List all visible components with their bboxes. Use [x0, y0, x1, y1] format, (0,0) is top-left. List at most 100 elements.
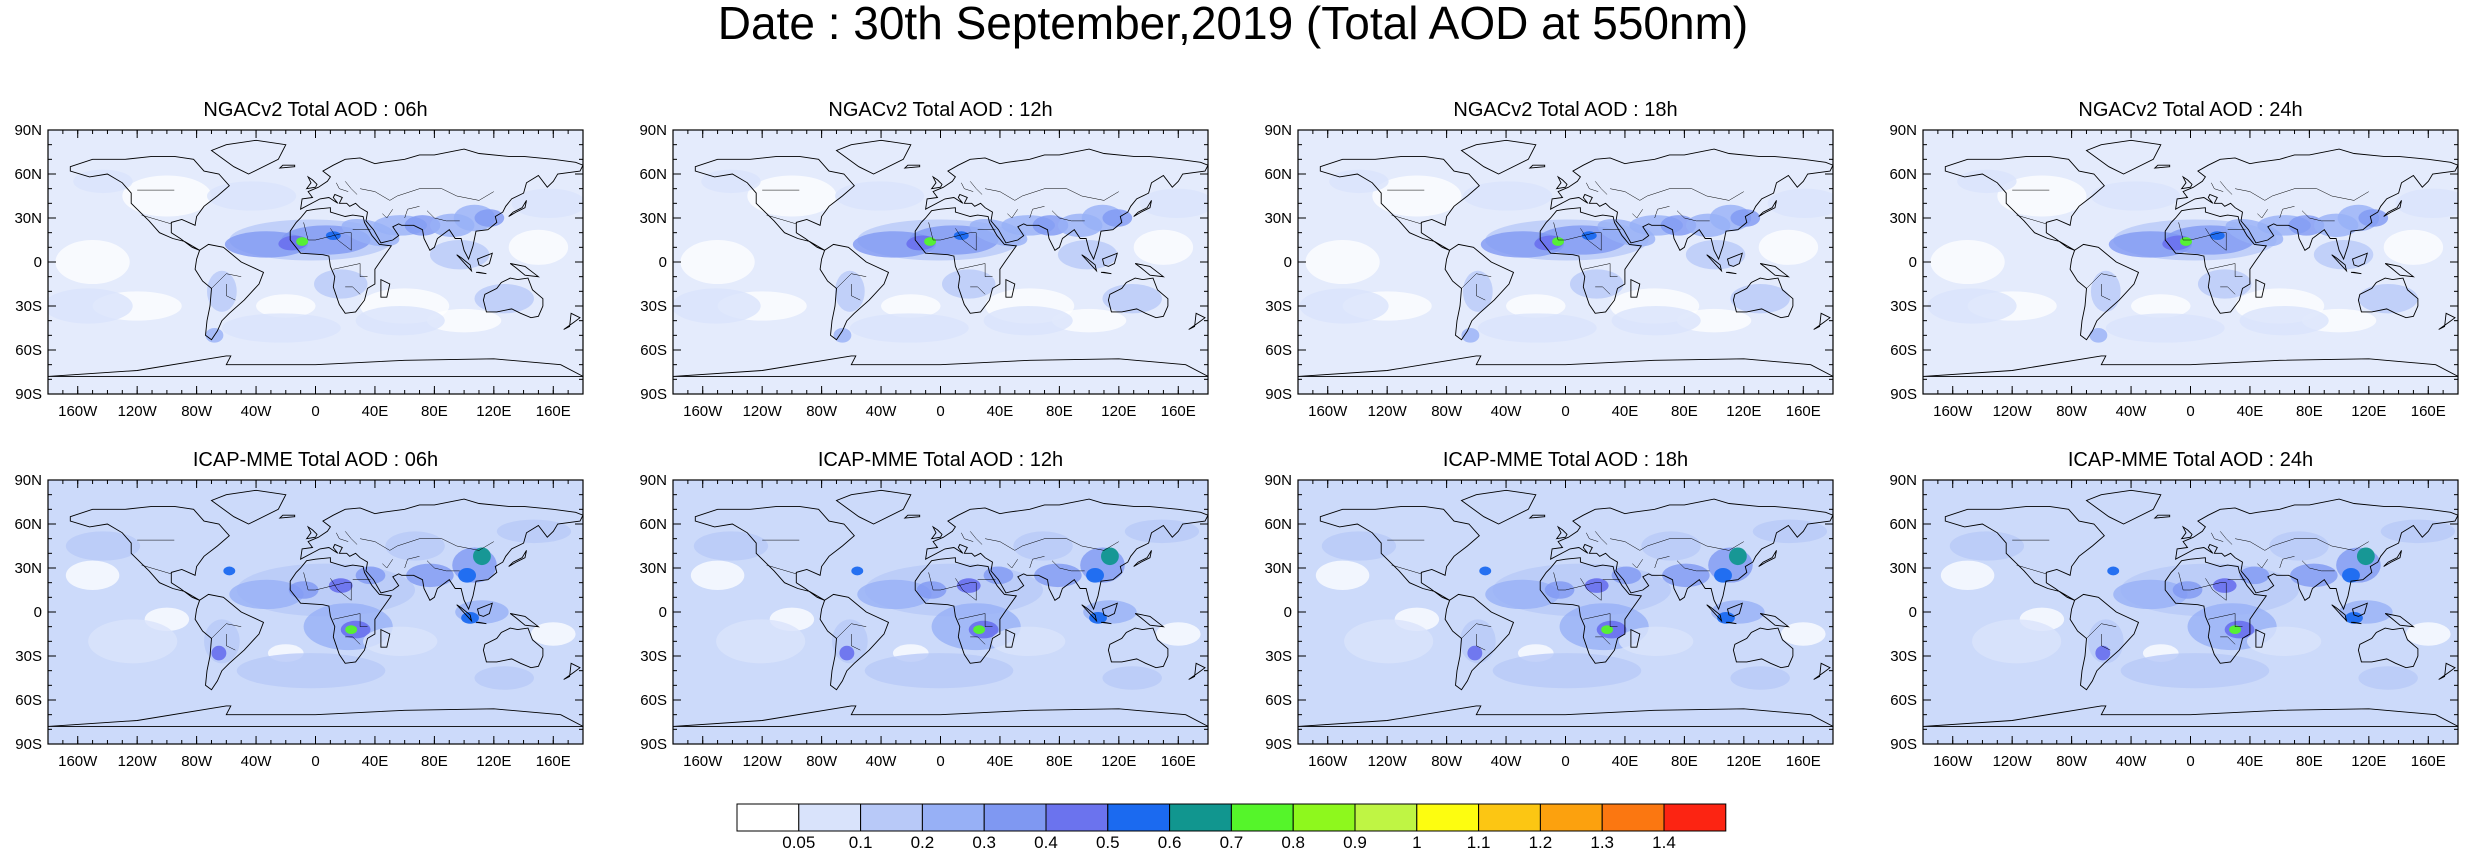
- coastline: [1101, 602, 1118, 617]
- coastline: [305, 175, 318, 190]
- panel-title: NGACv2 Total AOD : 06h: [203, 99, 427, 121]
- lat-tick-label: 60S: [1890, 692, 1917, 709]
- aod-feature: [1344, 619, 1434, 664]
- coastline: [1539, 557, 1643, 664]
- country-border: [1007, 559, 1019, 569]
- lon-tick-label: 40W: [866, 403, 898, 420]
- country-border: [1553, 572, 1566, 591]
- aod-feature: [404, 215, 441, 236]
- country-border: [426, 560, 460, 572]
- coastline: [1758, 200, 1777, 217]
- coastline: [482, 627, 544, 669]
- lat-tick-label: 30N: [1264, 210, 1292, 227]
- colorbar-label: 0.8: [1281, 833, 1305, 852]
- country-border: [141, 564, 172, 575]
- map-panel-3: NGACv2 Total AOD : 18h 90N 60N 30N 0 30S 60S 90…: [1264, 99, 1834, 420]
- country-border: [985, 538, 1119, 551]
- coastline: [1107, 627, 1169, 669]
- country-border: [2220, 286, 2236, 295]
- aod-feature: [1329, 169, 1389, 194]
- coastline: [380, 628, 391, 648]
- country-border: [2220, 531, 2233, 545]
- aod-feature: [2105, 313, 2225, 343]
- coastline: [1759, 613, 1790, 628]
- aod-feature: [1479, 566, 1492, 576]
- aod-feature: [314, 269, 368, 299]
- coastline: [819, 593, 890, 691]
- coastline: [1706, 604, 1723, 623]
- lon-tick-label: 160E: [2411, 403, 2446, 420]
- lon-tick-label: 120W: [1368, 753, 1408, 770]
- aod-feature: [2290, 563, 2338, 588]
- aod-feature: [1957, 169, 2017, 194]
- aod-feature: [2246, 626, 2322, 656]
- aod-feature: [2358, 666, 2418, 690]
- coastline: [289, 557, 393, 664]
- aod-feature: [1569, 269, 1624, 299]
- coastline: [2384, 263, 2415, 278]
- colorbar-label: 1.4: [1652, 833, 1676, 852]
- coastline: [1528, 164, 1546, 169]
- coastline: [1758, 550, 1777, 567]
- country-border: [961, 532, 974, 542]
- coastline: [1725, 271, 1737, 275]
- aod-feature: [1552, 237, 1565, 246]
- country-border: [2101, 634, 2111, 651]
- lat-tick-label: 30S: [1265, 648, 1292, 665]
- aod-feature: [2089, 328, 2108, 343]
- lat-tick-label: 0: [1284, 254, 1292, 271]
- country-border: [1391, 214, 1422, 225]
- lon-tick-label: 80E: [421, 403, 448, 420]
- coastline: [509, 263, 540, 278]
- aod-feature: [864, 653, 1014, 689]
- coastline: [2153, 164, 2171, 169]
- aod-feature: [2212, 578, 2237, 593]
- coastline: [300, 148, 583, 261]
- lon-tick-label: 40W: [241, 753, 273, 770]
- country-border: [2016, 214, 2047, 225]
- country-border: [2235, 188, 2369, 201]
- aod-feature: [496, 519, 572, 544]
- coastline: [194, 593, 265, 691]
- country-border: [955, 228, 977, 251]
- coastline: [1134, 613, 1165, 628]
- country-border: [2016, 564, 2047, 575]
- country-border: [1553, 222, 1566, 241]
- coastline: [694, 505, 855, 601]
- lon-tick-label: 40E: [2237, 403, 2264, 420]
- country-border: [330, 228, 352, 251]
- coastline: [2331, 254, 2348, 273]
- country-border: [2190, 582, 2227, 601]
- lon-tick-label: 80W: [1431, 403, 1463, 420]
- coastline: [2153, 514, 2171, 519]
- coastline: [1630, 628, 1641, 648]
- lon-tick-label: 160W: [1308, 403, 1348, 420]
- coastline: [305, 525, 318, 540]
- coastline: [2085, 139, 2162, 175]
- country-border: [2220, 181, 2233, 195]
- aod-feature: [1611, 306, 1701, 336]
- aod-feature: [1949, 531, 2025, 561]
- lon-tick-label: 80E: [2296, 403, 2323, 420]
- lon-tick-label: 160W: [58, 403, 98, 420]
- coastline: [509, 613, 540, 628]
- lat-tick-label: 30S: [15, 298, 42, 315]
- aod-feature: [474, 666, 534, 690]
- country-border: [1595, 531, 1608, 545]
- lat-tick-label: 0: [34, 604, 42, 621]
- aod-feature: [983, 566, 1014, 585]
- lon-tick-label: 160E: [536, 403, 571, 420]
- coastline: [475, 271, 487, 275]
- coastline: [69, 155, 230, 251]
- lat-tick-label: 30N: [1889, 560, 1917, 577]
- aod-feature: [2356, 547, 2375, 566]
- aod-feature: [1124, 519, 1200, 544]
- coastline: [2069, 243, 2140, 341]
- aod-feature: [1462, 270, 1493, 312]
- coastline: [48, 355, 583, 377]
- lat-tick-label: 60N: [1889, 166, 1917, 183]
- coastline: [1188, 312, 1206, 330]
- lon-tick-label: 160E: [1161, 403, 1196, 420]
- aod-feature: [1662, 563, 1710, 588]
- coastline: [1528, 514, 1546, 519]
